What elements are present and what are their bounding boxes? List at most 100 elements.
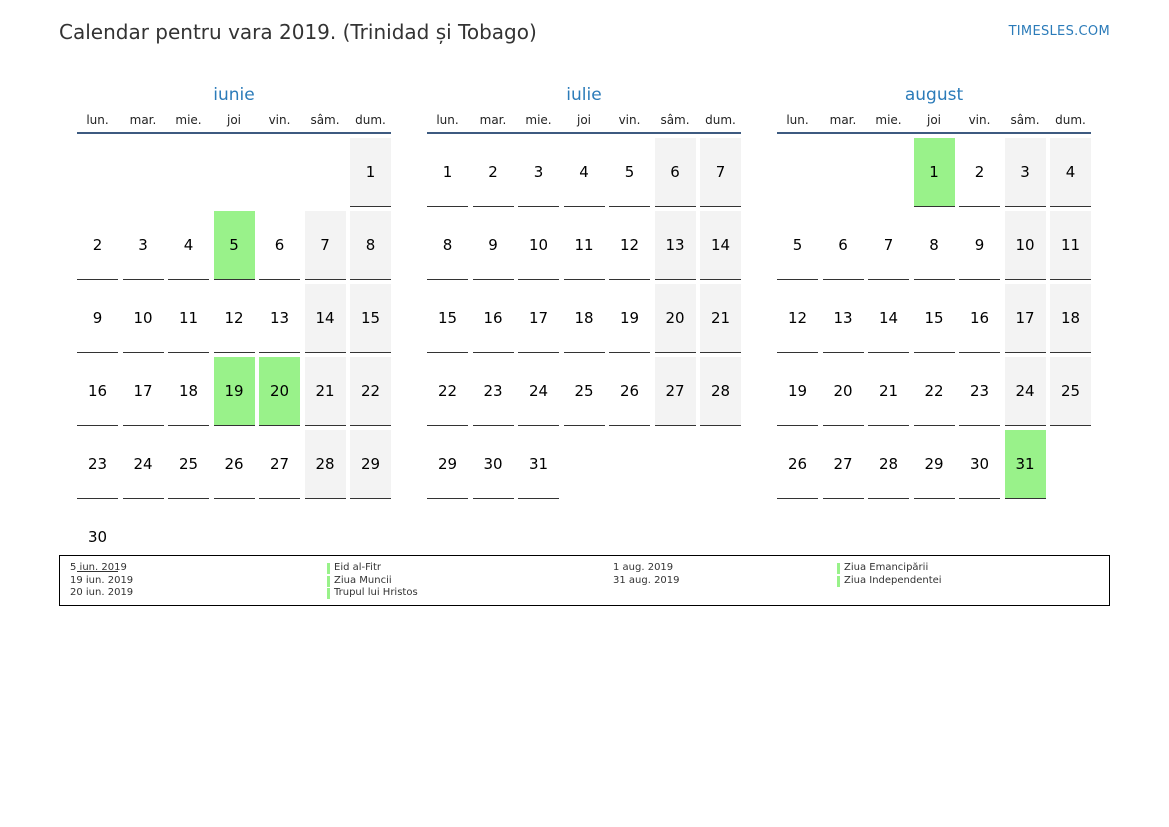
day-cell: 13 (822, 284, 864, 353)
day-cell: 22 (350, 357, 391, 426)
day-cell: 3 (122, 211, 164, 280)
day-cell: 7 (304, 211, 346, 280)
empty-cell (777, 138, 818, 207)
legend-date: 31 aug. 2019 (613, 574, 680, 586)
day-cell: 18 (1050, 284, 1091, 353)
day-cell: 2 (472, 138, 514, 207)
month-title: iulie (566, 85, 602, 105)
day-cell: 1 (350, 138, 391, 207)
day-cell: 25 (168, 430, 209, 499)
day-cell: 10 (1004, 211, 1046, 280)
weekday-label: lun. (86, 113, 109, 127)
month-august: august lun. mar. mie. joi vin. sâm. dum. 1 2 3 4 5 6 7… (777, 82, 1091, 499)
day-cell: 15 (427, 284, 468, 353)
day-cell: 10 (518, 211, 559, 280)
day-cell: 8 (350, 211, 391, 280)
day-cell: 8 (427, 211, 468, 280)
days-grid: 1 2 3 4 5 6 7 8 9 10 11 12 13 14 15 16 17 18 19 20 21 22 23 24 2… (77, 138, 391, 572)
day-cell: 24 (518, 357, 559, 426)
day-cell: 26 (609, 357, 650, 426)
day-cell: 16 (77, 357, 118, 426)
empty-cell (259, 138, 300, 207)
weekday-header: lun. mar. mie. joi vin. sâm. dum. (427, 108, 741, 134)
weekday-label: lun. (786, 113, 809, 127)
day-cell: 9 (959, 211, 1000, 280)
day-cell: 4 (1050, 138, 1091, 207)
empty-cell (305, 138, 346, 207)
day-cell: 15 (913, 284, 955, 353)
day-cell: 19 (609, 284, 650, 353)
day-cell: 21 (304, 357, 346, 426)
day-cell: 20 (822, 357, 864, 426)
day-cell: 26 (777, 430, 818, 499)
day-cell: 14 (868, 284, 909, 353)
legend-holiday-name: Eid al-Fitr (327, 562, 381, 574)
day-cell: 3 (518, 138, 559, 207)
day-cell: 29 (350, 430, 391, 499)
weekday-label: vin. (268, 113, 291, 127)
weekday-label: sâm. (310, 113, 340, 127)
day-cell-holiday: 31 (1004, 430, 1046, 499)
weekday-label: joi (226, 113, 241, 127)
month-title: august (904, 85, 964, 105)
day-cell: 11 (563, 211, 605, 280)
legend-holiday-name: Trupul lui Hristos (327, 587, 418, 599)
day-cell: 27 (822, 430, 864, 499)
empty-cell (123, 138, 164, 207)
day-cell: 6 (259, 211, 300, 280)
weekday-header: lun. mar. mie. joi vin. sâm. dum. (77, 108, 391, 134)
day-cell: 20 (654, 284, 696, 353)
day-cell-holiday: 5 (213, 211, 255, 280)
day-cell: 14 (304, 284, 346, 353)
day-cell: 22 (427, 357, 468, 426)
day-cell: 7 (700, 138, 741, 207)
empty-cell (168, 138, 209, 207)
day-cell: 16 (472, 284, 514, 353)
legend-date: 1 aug. 2019 (613, 562, 674, 573)
weekday-label: mar. (829, 113, 857, 127)
day-cell: 2 (959, 138, 1000, 207)
day-cell: 30 (959, 430, 1000, 499)
month-title: iunie (213, 85, 255, 105)
day-cell: 10 (122, 284, 164, 353)
holiday-legend: 5 iun. 2019 Eid al-Fitr 19 iun. 2019 Ziua M… (59, 555, 1110, 606)
site-link[interactable]: TIMESLES.COM (1008, 24, 1110, 39)
day-cell-holiday: 1 (913, 138, 955, 207)
legend-holiday-name: Ziua Emancipării (837, 562, 928, 574)
day-cell: 17 (1004, 284, 1046, 353)
day-cell: 9 (77, 284, 118, 353)
day-cell: 12 (777, 284, 818, 353)
day-cell: 21 (700, 284, 741, 353)
weekday-label: mie. (525, 113, 552, 127)
legend-date: 20 iun. 2019 (70, 587, 134, 598)
day-cell: 24 (122, 430, 164, 499)
day-cell: 8 (913, 211, 955, 280)
day-cell: 13 (259, 284, 300, 353)
day-cell: 4 (563, 138, 605, 207)
day-cell: 17 (122, 357, 164, 426)
empty-cell (823, 138, 864, 207)
day-cell: 17 (518, 284, 559, 353)
day-cell: 28 (304, 430, 346, 499)
legend-date: 19 iun. 2019 (70, 574, 134, 586)
days-grid: 1 2 3 4 5 6 7 8 9 10 11 12 13 14 15 16 17 18 19 20 21 22 23 24 2… (777, 138, 1091, 499)
weekday-label: mie. (875, 113, 902, 127)
day-cell: 30 (77, 503, 118, 572)
month-iunie: iunie lun. mar. mie. joi vin. sâm. dum. 1 2 3 4 5 6 7 8… (77, 82, 391, 572)
day-cell: 4 (168, 211, 209, 280)
day-cell: 30 (472, 430, 514, 499)
weekday-label: mar. (129, 113, 157, 127)
day-cell: 28 (700, 357, 741, 426)
day-cell: 18 (168, 357, 209, 426)
day-cell: 23 (959, 357, 1000, 426)
day-cell: 7 (868, 211, 909, 280)
weekday-label: dum. (705, 113, 736, 127)
month-iulie: iulie lun. mar. mie. joi vin. sâm. dum. 1 2 3 4 5 6 7 8… (427, 82, 741, 499)
day-cell: 11 (168, 284, 209, 353)
empty-cell (77, 138, 118, 207)
day-cell: 25 (1050, 357, 1091, 426)
day-cell: 29 (427, 430, 468, 499)
weekday-label: sâm. (660, 113, 690, 127)
day-cell: 1 (427, 138, 468, 207)
day-cell: 22 (913, 357, 955, 426)
